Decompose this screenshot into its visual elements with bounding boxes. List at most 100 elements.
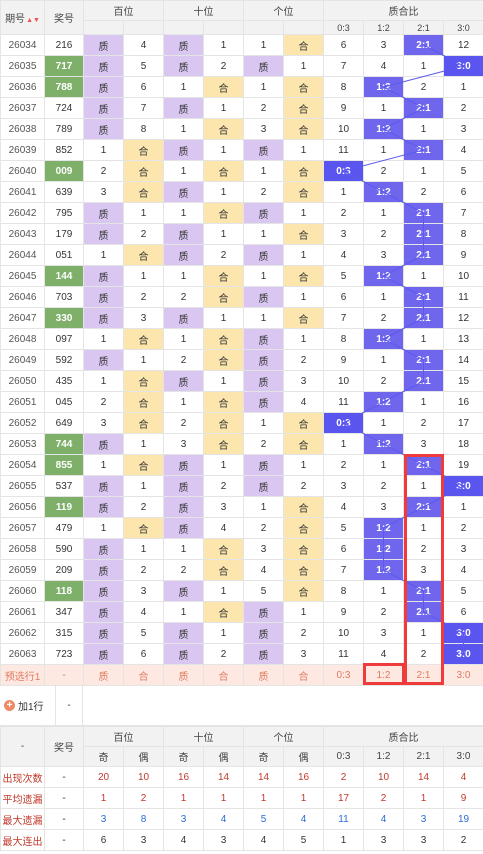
attr-cell: 质 — [83, 559, 124, 581]
stats-award: - — [44, 829, 84, 851]
stats-value: 1 — [323, 829, 364, 851]
ratio-cell: 3 — [403, 433, 444, 455]
attr-cell: 合 — [283, 160, 324, 182]
predict-ratio-cell[interactable]: 1:2 — [363, 664, 404, 686]
stats-hundreds-header: 百位 — [83, 726, 164, 747]
ratio-cell: 1 — [403, 160, 444, 182]
predict-ratio-cell[interactable]: 2:1 — [403, 664, 444, 686]
predict-ratio-cell[interactable]: 3:0 — [443, 664, 483, 686]
attr-cell: 1 — [203, 454, 244, 476]
award-cell: 592 — [44, 349, 84, 371]
period-cell: 26063 — [0, 643, 45, 665]
attr-cell: 质 — [163, 496, 204, 518]
ratio-03-header: 0:3 — [323, 746, 364, 767]
predict-attr-cell[interactable]: 合 — [203, 664, 244, 686]
ratio-cell: 1 — [363, 286, 404, 308]
table-row: 26058 590 质 1 1 合 3 合 6 1:2 2 3 — [0, 538, 483, 560]
predict-attr-cell[interactable]: 质 — [163, 664, 204, 686]
ratio-cell: 1 — [363, 139, 404, 161]
attr-cell: 2 — [163, 412, 204, 434]
attr-cell: 合 — [283, 118, 324, 140]
stats-value: 9 — [443, 787, 483, 809]
ratio-cell: 11 — [323, 139, 364, 161]
attr-cell: 3 — [283, 370, 324, 392]
predict-attr-cell[interactable]: 合 — [283, 664, 324, 686]
attr-cell: 合 — [283, 307, 324, 329]
attr-cell: 1 — [123, 475, 164, 497]
attr-cell: 质 — [83, 538, 124, 560]
ratio-cell: 11 — [323, 391, 364, 413]
table-row: 26061 347 质 4 1 合质 1 9 2 2:1 6 — [0, 601, 483, 623]
period-cell: 26036 — [0, 76, 45, 98]
attr-cell: 2 — [83, 391, 124, 413]
predict-ratio-cell[interactable]: 0:3 — [323, 664, 364, 686]
ratio-cell: 10 — [323, 118, 364, 140]
ratio-cell: 3 — [403, 559, 444, 581]
stats-value: 10 — [363, 766, 404, 788]
predict-attr-cell[interactable]: 质 — [83, 664, 124, 686]
stats-label: 出现次数 — [0, 766, 45, 788]
attr-cell: 1 — [203, 370, 244, 392]
attr-cell: 1 — [243, 307, 284, 329]
ratio-cell: 10 — [323, 622, 364, 644]
stats-value: 6 — [83, 829, 124, 851]
award-cell: 347 — [44, 601, 84, 623]
attr-cell: 质 — [83, 496, 124, 518]
ratio-cell: 5 — [443, 160, 483, 182]
attr-cell: 质 — [83, 601, 124, 623]
attr-cell: 1 — [283, 202, 324, 224]
attr-cell: 1 — [83, 517, 124, 539]
predict-attr-cell[interactable]: 合 — [123, 664, 164, 686]
attr-cell: 1 — [83, 139, 124, 161]
ratio-cell: 8 — [443, 223, 483, 245]
period-cell: 26048 — [0, 328, 45, 350]
stats-value: 3 — [363, 829, 404, 851]
stats-value: 1 — [403, 787, 444, 809]
attr-cell: 质 — [83, 55, 124, 77]
table-row: 26054 855 1 合质 1 质 1 2 1 2:1 19 — [0, 454, 483, 476]
stats-value: 4 — [283, 808, 324, 830]
award-cell: 435 — [44, 370, 84, 392]
ratio-cell: 6 — [323, 538, 364, 560]
stats-value: 14 — [243, 766, 284, 788]
add-row-button[interactable]: + 加1行 — [0, 685, 56, 726]
ratio-30-header: 3:0 — [443, 746, 483, 767]
attr-cell: 2 — [203, 244, 244, 266]
period-header[interactable]: 期号▲▼ — [0, 0, 45, 35]
attr-cell: 合 — [203, 412, 244, 434]
attr-cell: 2 — [243, 181, 284, 203]
sort-icon[interactable]: ▲▼ — [26, 17, 40, 24]
attr-cell: 质 — [163, 370, 204, 392]
predict-label[interactable]: 预选行1 — [0, 664, 45, 686]
attr-cell: 2 — [203, 643, 244, 665]
predict-award[interactable]: - — [44, 664, 84, 686]
ratio-cell: 19 — [443, 454, 483, 476]
even-header: 偶 — [123, 746, 164, 767]
period-cell: 26035 — [0, 55, 45, 77]
predict-row[interactable]: 预选行1- 质合质合质合 0:3 1:2 2:1 3:0 — [0, 664, 483, 686]
attr-cell: 质 — [83, 223, 124, 245]
ratio-cell: 11 — [443, 286, 483, 308]
attr-cell: 3 — [123, 580, 164, 602]
attr-cell: 质 — [83, 433, 124, 455]
ratio-cell: 2 — [363, 601, 404, 623]
attr-cell: 合 — [203, 265, 244, 287]
attr-cell: 合 — [203, 538, 244, 560]
attr-cell: 6 — [123, 76, 164, 98]
attr-cell: 质 — [83, 265, 124, 287]
stats-value: 2 — [123, 787, 164, 809]
predict-attr-cell[interactable]: 质 — [243, 664, 284, 686]
attr-cell: 合 — [283, 559, 324, 581]
ratio-cell: 1:2 — [363, 538, 404, 560]
attr-cell: 1 — [243, 223, 284, 245]
ratio-cell: 2:1 — [403, 370, 444, 392]
award-cell: 216 — [44, 34, 84, 56]
stats-row: 最大遗漏 -3 8 3 4 5 4 11 4 3 19 — [0, 808, 483, 830]
odd-header: 奇 — [163, 746, 204, 767]
attr-cell: 1 — [283, 601, 324, 623]
tens-header: 十位 — [163, 0, 244, 21]
ratio-cell: 5 — [323, 265, 364, 287]
attr-cell: 质 — [163, 580, 204, 602]
attr-cell: 1 — [163, 76, 204, 98]
stats-award: - — [44, 787, 84, 809]
